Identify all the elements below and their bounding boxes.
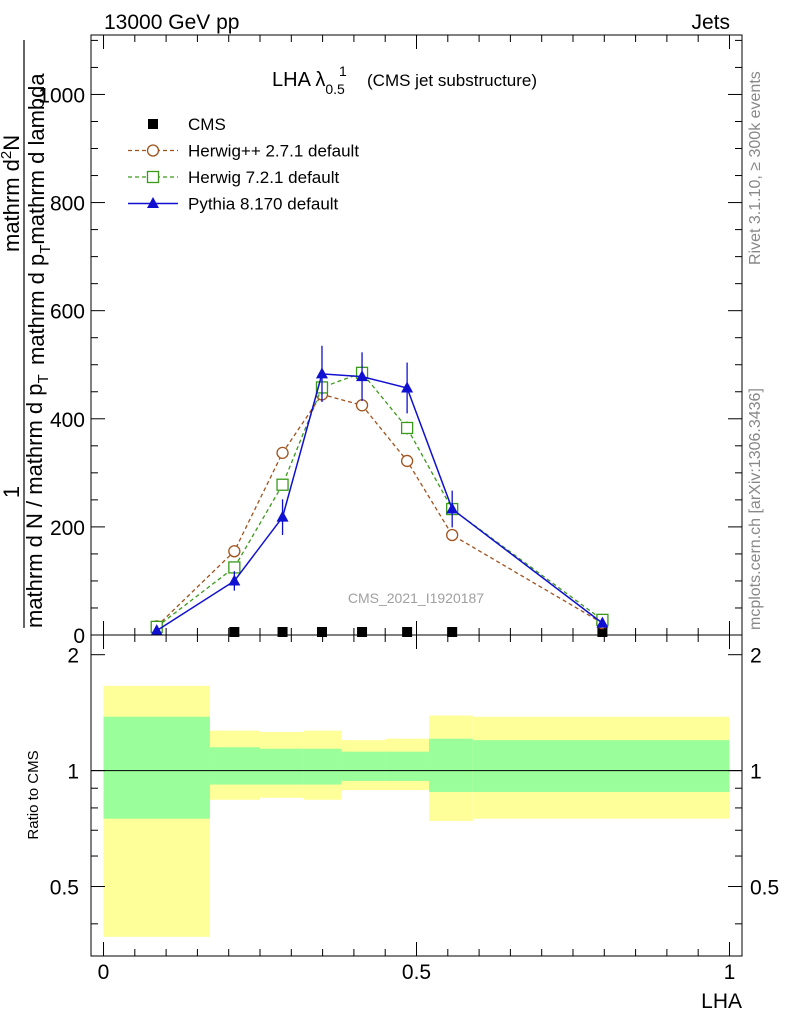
series-line	[156, 393, 603, 627]
data-point-square	[400, 421, 414, 435]
data-point-square	[146, 170, 160, 184]
band-bin	[303, 748, 342, 785]
data-point-square-filled	[357, 627, 368, 637]
main-ylabel-line3-part1: mathrm d p	[24, 254, 49, 365]
ratio-y-tick-label: 1	[67, 761, 79, 784]
ratio-xlabel: LHA	[701, 990, 742, 1013]
data-point-triangle	[228, 574, 241, 586]
data-point-triangle	[150, 624, 163, 636]
data-point-circle	[276, 446, 289, 459]
data-point-triangle	[446, 502, 459, 514]
main-axes: 0 200 400 600 800 1000	[38, 35, 742, 648]
watermark: CMS_2021_I1920187	[348, 590, 484, 606]
data-point-circle	[446, 528, 459, 542]
main-ylabel-line2-sup: 2	[0, 151, 15, 159]
band-bin	[103, 716, 210, 819]
data-point-square-filled	[277, 627, 288, 637]
ratio-y-tick-label-right: 0.5	[750, 877, 779, 900]
data-point-circle	[355, 399, 369, 412]
band-bin	[385, 751, 430, 781]
x-tick-label: 1	[724, 961, 736, 984]
data-point-circle	[228, 545, 241, 558]
chart-title-sub: 0.5	[325, 81, 345, 97]
ratio-axes: 0.5 0.5 1 1 2 2 0 0.5 1	[50, 635, 779, 984]
data-point-triangle	[147, 197, 159, 208]
header-left-label: 13000 GeV pp	[104, 11, 239, 34]
ratio-y-tick-label-right: 2	[750, 645, 762, 668]
ratio-y-tick-label: 0.5	[50, 877, 79, 900]
band-bin	[260, 748, 304, 785]
main-ylabel-denominator: mathrm d N / mathrm d pT	[22, 374, 52, 628]
data-point-triangle	[401, 381, 414, 393]
main-ylabel-line2: mathrm d2N	[0, 135, 24, 252]
data-point-triangle	[356, 370, 369, 382]
data-point-triangle	[276, 510, 289, 522]
band-bin	[429, 738, 473, 792]
data-point-square-filled	[148, 119, 158, 129]
mcplots-label: mcplots.cern.ch [arXiv:1306.3436]	[747, 388, 764, 630]
main-ylabel-line3-part2: mathrm d lambda	[24, 73, 49, 245]
main-ylabel-denom-part1: mathrm d N / mathrm d p	[22, 383, 47, 628]
main-ylabel-line2-part1: mathrm d	[0, 159, 24, 252]
chart-subtitle: (CMS jet substructure)	[367, 71, 537, 90]
legend-label: Pythia 8.170 default	[188, 195, 339, 214]
legend-entry: Herwig++ 2.7.1 default	[128, 142, 359, 161]
x-tick-label: 0	[98, 961, 110, 984]
main-ylabel-line3: mathrm d pTmathrm d lambda	[24, 73, 54, 365]
main-y-tick-label: 200	[50, 517, 85, 540]
rivet-label: Rivet 3.1.10, ≥ 300k events	[747, 71, 764, 265]
data-point-circle	[400, 454, 414, 468]
data-point-square-filled	[316, 627, 327, 637]
data-point-triangle	[315, 367, 328, 379]
main-y-tick-label: 800	[50, 193, 85, 216]
main-data-layer	[150, 345, 609, 637]
data-point-square-filled	[597, 627, 608, 637]
legend-entry: Pythia 8.170 default	[128, 195, 339, 214]
main-ylabel-line2-part2: N	[0, 135, 24, 151]
ratio-y-tick-label: 2	[67, 645, 79, 668]
main-y-tick-label: 600	[50, 301, 85, 324]
legend-label: Herwig 7.2.1 default	[188, 168, 339, 187]
data-point-square-filled	[447, 627, 458, 637]
data-point-square	[276, 478, 289, 491]
main-y-tick-label: 0	[73, 625, 85, 648]
legend-label: CMS	[188, 115, 226, 134]
data-point-square-filled	[402, 627, 413, 637]
main-ylabel-line3-sub: T	[37, 245, 54, 254]
ratio-data-layer	[91, 685, 742, 937]
data-point-triangle	[596, 616, 609, 628]
legend-entry: Herwig 7.2.1 default	[128, 168, 339, 187]
chart-title-main: LHA λ	[272, 69, 325, 91]
series-cms	[229, 627, 608, 637]
header-right-label: Jets	[691, 11, 730, 34]
chart-title-sup: 1	[339, 63, 347, 79]
ratio-ylabel: Ratio to CMS	[25, 750, 42, 839]
data-point-circle	[146, 144, 160, 157]
legend-label: Herwig++ 2.7.1 default	[188, 142, 359, 161]
band-bin	[209, 747, 261, 785]
band-bin	[341, 751, 386, 781]
data-point-square-filled	[229, 627, 240, 637]
band-statistical-uncertainty	[103, 716, 730, 819]
series-line	[156, 373, 603, 632]
main-ylabel-denom-sub1: T	[35, 374, 52, 383]
ratio-panel: 0.5 0.5 1 1 2 2 0 0.5 1 Ratio to CMS LHA	[25, 634, 779, 1013]
x-tick-label: 0.5	[402, 961, 431, 984]
band-bin	[472, 740, 730, 792]
series-pythia-8-170-default	[150, 345, 609, 636]
main-panel: CMS_2021_I1920187 0 200 400 600 800 1000 LHA …	[0, 34, 743, 648]
series-line	[156, 372, 603, 628]
chart-title: LHA λ0.5	[272, 69, 345, 97]
main-y-tick-label: 400	[50, 409, 85, 432]
legend-entry: CMS	[148, 115, 226, 134]
legend: CMS Herwig++ 2.7.1 default Herwig 7.2.1 de…	[128, 115, 359, 214]
main-y-tick-label: 1000	[38, 84, 85, 107]
ratio-y-tick-label-right: 1	[750, 761, 762, 784]
main-ylabel-numerator: 1	[0, 486, 24, 498]
